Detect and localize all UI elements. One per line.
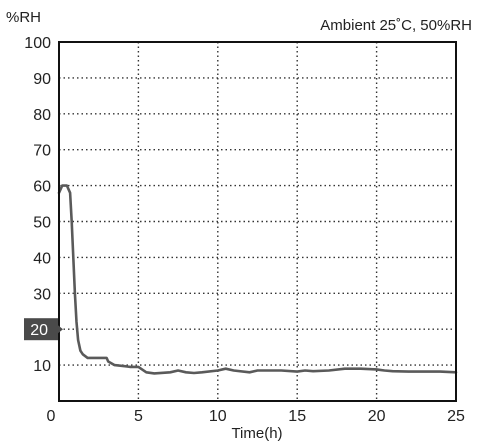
y-tick-label-30: 30 <box>33 286 51 303</box>
series-line-1 <box>57 184 458 375</box>
y-tick-label-70: 70 <box>33 143 51 160</box>
y-tick-label-20: 20 <box>30 322 48 339</box>
y-tick-label-80: 80 <box>33 107 51 124</box>
x-tick-label-0: 0 <box>47 408 56 425</box>
y-tick-label-40: 40 <box>33 250 51 267</box>
y-tick-highlight <box>24 318 58 341</box>
x-tick-label-10: 10 <box>209 408 227 425</box>
x-tick-label-20: 20 <box>368 408 386 425</box>
y-tick-label-60: 60 <box>33 179 51 196</box>
y-axis-label: %RH <box>6 9 41 26</box>
grid-lines <box>59 42 456 401</box>
ambient-annotation: Ambient 25˚C, 50%RH <box>320 17 472 34</box>
y-tick-label-100: 100 <box>24 35 51 52</box>
y-tick-label-10: 10 <box>33 358 51 375</box>
x-tick-label-25: 25 <box>447 408 465 425</box>
y-tick-label-90: 90 <box>33 71 51 88</box>
y-tick-highlight-pointer <box>58 325 63 334</box>
y-tick-label-50: 50 <box>33 215 51 232</box>
x-tick-label-15: 15 <box>288 408 306 425</box>
tick-labels: 10 20 30 40 50 60 70 80 90 100 0 5 10 15 20 25 <box>24 35 465 425</box>
plot-frame <box>58 41 457 402</box>
x-tick-label-5: 5 <box>134 408 143 425</box>
x-axis-label: Time(h) <box>231 425 282 442</box>
series-layer <box>57 184 458 375</box>
